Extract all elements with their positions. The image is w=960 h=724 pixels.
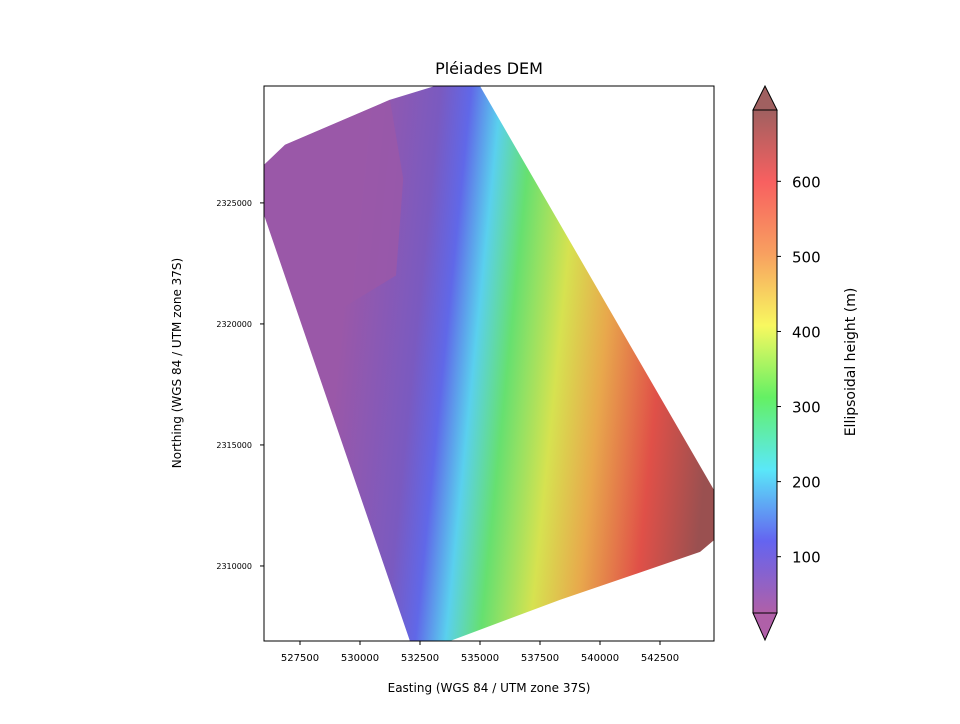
y-tick-label: 2315000 (216, 441, 252, 450)
y-tick-label: 2320000 (216, 320, 252, 329)
colorbar-tick-label: 300 (792, 399, 821, 417)
colorbar-label: Ellipsoidal height (m) (843, 288, 859, 437)
x-tick-label: 535000 (461, 653, 499, 664)
y-axis-label: Northing (WGS 84 / UTM zone 37S) (170, 258, 184, 468)
chart-title: Pléiades DEM (435, 59, 543, 78)
x-tick-label: 532500 (401, 653, 439, 664)
x-tick-label: 537500 (521, 653, 559, 664)
colorbar-tick-label: 100 (792, 549, 821, 567)
colorbar-tick-label: 400 (792, 323, 821, 341)
colorbar-extend-min (752, 612, 778, 642)
x-tick-label: 542500 (641, 653, 679, 664)
x-tick-label: 540000 (581, 653, 619, 664)
x-axis-label: Easting (WGS 84 / UTM zone 37S) (388, 681, 591, 695)
colorbar-tick-label: 200 (792, 474, 821, 492)
colorbar-tick-label: 500 (792, 248, 821, 266)
colorbar (752, 109, 778, 614)
y-tick-label: 2310000 (216, 562, 252, 571)
colorbar-extend-max (752, 84, 778, 111)
x-tick-label: 530000 (341, 653, 379, 664)
colorbar-tick-label: 600 (792, 173, 821, 191)
dem-plateau (264, 99, 404, 312)
y-tick-label: 2325000 (216, 199, 252, 208)
x-tick-label: 527500 (281, 653, 319, 664)
axes-frame (263, 85, 715, 642)
